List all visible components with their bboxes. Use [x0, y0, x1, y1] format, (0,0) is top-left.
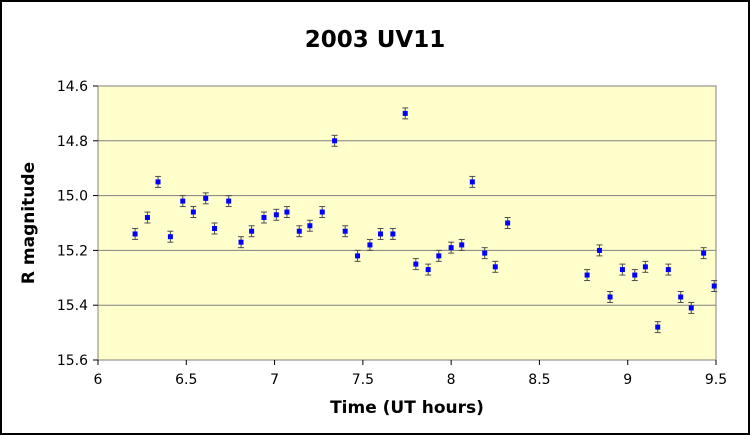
plot-area	[97, 85, 717, 361]
data-point-0-11	[261, 215, 267, 221]
data-point-0-14	[296, 228, 302, 234]
data-point-0-19	[355, 253, 361, 259]
x-tick-label-0: 6	[94, 372, 103, 388]
data-point-0-38	[642, 264, 648, 270]
data-point-0-5	[190, 209, 196, 215]
data-point-0-3	[167, 234, 173, 240]
error-bars-layer	[132, 107, 718, 334]
x-tick-label-4: 8	[447, 372, 456, 388]
data-point-0-43	[701, 250, 707, 256]
x-tick-label-3: 7.5	[352, 372, 374, 388]
data-point-0-36	[619, 267, 625, 273]
data-point-0-29	[469, 179, 475, 185]
x-tick-label-2: 7	[270, 372, 279, 388]
data-points-layer	[132, 110, 717, 330]
x-tick-label-5: 8.5	[528, 372, 550, 388]
y-axis-label: R magnitude	[19, 162, 39, 284]
data-point-0-22	[390, 231, 396, 237]
data-point-0-0	[132, 231, 138, 237]
x-axis-label: Time (UT hours)	[330, 398, 484, 418]
data-point-0-4	[180, 198, 186, 204]
data-point-0-33	[584, 272, 590, 278]
y-tick-label-0: 14.6	[57, 79, 88, 95]
data-point-0-34	[596, 247, 602, 253]
data-point-0-21	[378, 231, 384, 237]
data-point-0-28	[459, 242, 465, 248]
y-tick-label-3: 15.2	[57, 243, 88, 259]
y-tick-label-1: 14.8	[57, 134, 88, 150]
data-point-0-24	[413, 261, 419, 267]
data-point-0-16	[319, 209, 325, 215]
data-point-0-32	[505, 220, 511, 226]
x-tick-label-7: 9.5	[705, 372, 727, 388]
y-tick-label-5: 15.6	[57, 353, 88, 369]
data-point-0-1	[144, 215, 150, 221]
data-point-0-26	[436, 253, 442, 259]
data-point-0-41	[678, 294, 684, 300]
grid-layer	[98, 85, 716, 361]
data-point-0-37	[632, 272, 638, 278]
data-point-0-8	[226, 198, 232, 204]
x-axis-ticks: 6 6.5 7 7.5 8 8.5 9 9.5	[94, 360, 727, 388]
data-point-0-12	[273, 212, 279, 218]
y-axis-ticks: 14.6 14.8 15.0 15.2 15.4 15.6	[57, 79, 98, 369]
y-tick-label-4: 15.4	[57, 298, 88, 314]
data-point-0-17	[332, 138, 338, 144]
data-point-0-44	[711, 283, 717, 289]
data-point-0-25	[425, 267, 431, 273]
data-point-0-20	[367, 242, 373, 248]
data-point-0-10	[249, 228, 255, 234]
data-point-0-13	[284, 209, 290, 215]
data-point-0-27	[448, 245, 454, 251]
data-point-0-18	[342, 228, 348, 234]
data-point-0-15	[307, 223, 313, 229]
data-point-0-40	[665, 267, 671, 273]
data-point-0-7	[212, 225, 218, 231]
data-point-0-35	[607, 294, 613, 300]
data-point-0-6	[203, 195, 209, 201]
chart-title: 2003 UV11	[305, 27, 446, 53]
data-point-0-39	[655, 324, 661, 330]
x-tick-label-6: 9	[623, 372, 632, 388]
y-tick-label-2: 15.0	[57, 189, 88, 205]
data-point-0-23	[402, 110, 408, 116]
data-point-0-31	[492, 264, 498, 270]
data-point-0-42	[688, 305, 694, 311]
x-tick-label-1: 6.5	[175, 372, 197, 388]
data-point-0-9	[238, 239, 244, 245]
data-point-0-2	[155, 179, 161, 185]
data-point-0-30	[482, 250, 488, 256]
